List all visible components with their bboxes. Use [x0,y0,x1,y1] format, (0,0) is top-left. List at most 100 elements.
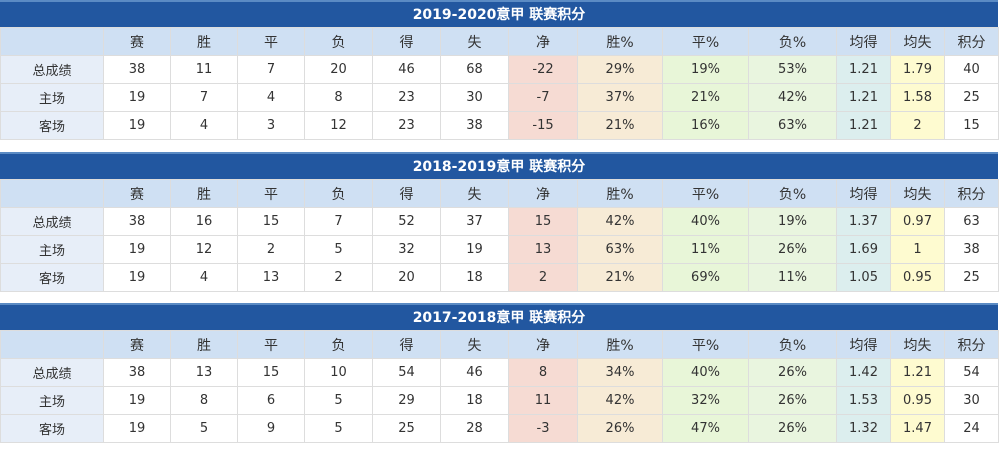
table-cell: 19 [103,111,171,140]
table-cell: 42% [577,207,663,236]
table-row: 客场 19 5 9 5 25 28 -3 26% 47% 26% 1.32 1.47 24 [0,414,999,443]
table-row: 客场 19 4 3 12 23 38 -15 21% 16% 63% 1.21 2 15 [0,111,999,140]
row-label: 客场 [0,111,104,140]
table-cell: 1.21 [836,83,891,112]
table-cell: 1.32 [836,414,891,443]
column-header: 平 [237,330,305,359]
table-cell: 21% [577,263,663,292]
table-cell: 63% [748,111,837,140]
table-cell: 4 [170,263,238,292]
column-header [0,27,104,56]
table-cell: 25 [372,414,441,443]
table-cell: 40% [662,207,749,236]
table-row: 主场 19 7 4 8 23 30 -7 37% 21% 42% 1.21 1.58 25 [0,83,999,112]
table-cell: 20 [304,55,373,84]
column-header: 负% [748,27,837,56]
table-cell: 21% [577,111,663,140]
table-cell: 7 [304,207,373,236]
column-header: 均失 [890,179,945,208]
table-cell: 38 [944,235,999,264]
header-row: 赛胜平负得失净胜% 平% 负% 均得 均失 积分 [0,179,999,208]
table-cell: 2 [890,111,945,140]
column-header: 均得 [836,330,891,359]
standings-table-0: 2019-2020意甲 联赛积分赛胜平负得失净胜% 平% 负% 均得 均失 积分 总成绩 38… [0,0,999,140]
table-cell: 4 [237,83,305,112]
table-cell: 23 [372,83,441,112]
table-cell: 37 [440,207,509,236]
table-cell: 38 [103,358,171,387]
table-cell: 2 [304,263,373,292]
column-header: 赛 [103,179,171,208]
column-header: 失 [440,330,509,359]
table-cell: 38 [103,207,171,236]
table-cell: 26% [748,358,837,387]
table-cell: 42% [577,386,663,415]
table-cell: 40% [662,358,749,387]
table-row: 客场 19 4 13 2 20 18 2 21% 69% 11% 1.05 0.95 25 [0,263,999,292]
table-cell: 8 [508,358,578,387]
table-cell: 18 [440,263,509,292]
column-header: 均得 [836,179,891,208]
table-cell: 16% [662,111,749,140]
row-label: 主场 [0,83,104,112]
table-cell: 34% [577,358,663,387]
table-cell: 54 [944,358,999,387]
column-header: 负 [304,27,373,56]
table-cell: 1.69 [836,235,891,264]
table-cell: 11 [508,386,578,415]
table-cell: 23 [372,111,441,140]
table-cell: 10 [304,358,373,387]
column-header: 平% [662,179,749,208]
table-cell: 11 [170,55,238,84]
column-header: 得 [372,330,441,359]
table-cell: 1.05 [836,263,891,292]
table-title: 2018-2019意甲 联赛积分 [0,152,998,179]
table-cell: 11% [748,263,837,292]
table-cell: 38 [440,111,509,140]
table-cell: 52 [372,207,441,236]
table-cell: 1.37 [836,207,891,236]
column-header: 均失 [890,27,945,56]
column-header: 平% [662,330,749,359]
table-cell: 20 [372,263,441,292]
table-cell: 54 [372,358,441,387]
column-header: 赛 [103,27,171,56]
table-cell: 1.21 [890,358,945,387]
table-cell: 63% [577,235,663,264]
row-label: 主场 [0,235,104,264]
table-cell: 15 [237,358,305,387]
table-cell: 8 [170,386,238,415]
column-header: 胜 [170,330,238,359]
table-row: 主场 19 12 2 5 32 19 13 63% 11% 26% 1.69 1 38 [0,235,999,264]
header-row: 赛胜平负得失净胜% 平% 负% 均得 均失 积分 [0,27,999,56]
table-cell: 19 [103,83,171,112]
row-label: 主场 [0,386,104,415]
column-header: 负 [304,179,373,208]
table-cell: 26% [577,414,663,443]
table-cell: 30 [944,386,999,415]
table-cell: 26% [748,414,837,443]
column-header: 胜 [170,27,238,56]
column-header: 负% [748,179,837,208]
table-title: 2017-2018意甲 联赛积分 [0,303,998,330]
table-cell: 28 [440,414,509,443]
table-cell: 19 [103,414,171,443]
table-cell: 42% [748,83,837,112]
table-cell: -22 [508,55,578,84]
table-cell: 29 [372,386,441,415]
row-label: 客场 [0,414,104,443]
table-row: 总成绩 38 13 15 10 54 46 8 34% 40% 26% 1.42 1.21 54 [0,358,999,387]
table-cell: 5 [304,414,373,443]
table-cell: 40 [944,55,999,84]
column-header: 净 [508,27,578,56]
table-cell: 19 [103,386,171,415]
column-header: 失 [440,179,509,208]
table-cell: 19% [662,55,749,84]
table-cell: 3 [237,111,305,140]
column-header: 平 [237,27,305,56]
table-cell: 26% [748,386,837,415]
table-cell: 25 [944,83,999,112]
table-cell: 26% [748,235,837,264]
table-cell: 19 [440,235,509,264]
table-cell: 4 [170,111,238,140]
